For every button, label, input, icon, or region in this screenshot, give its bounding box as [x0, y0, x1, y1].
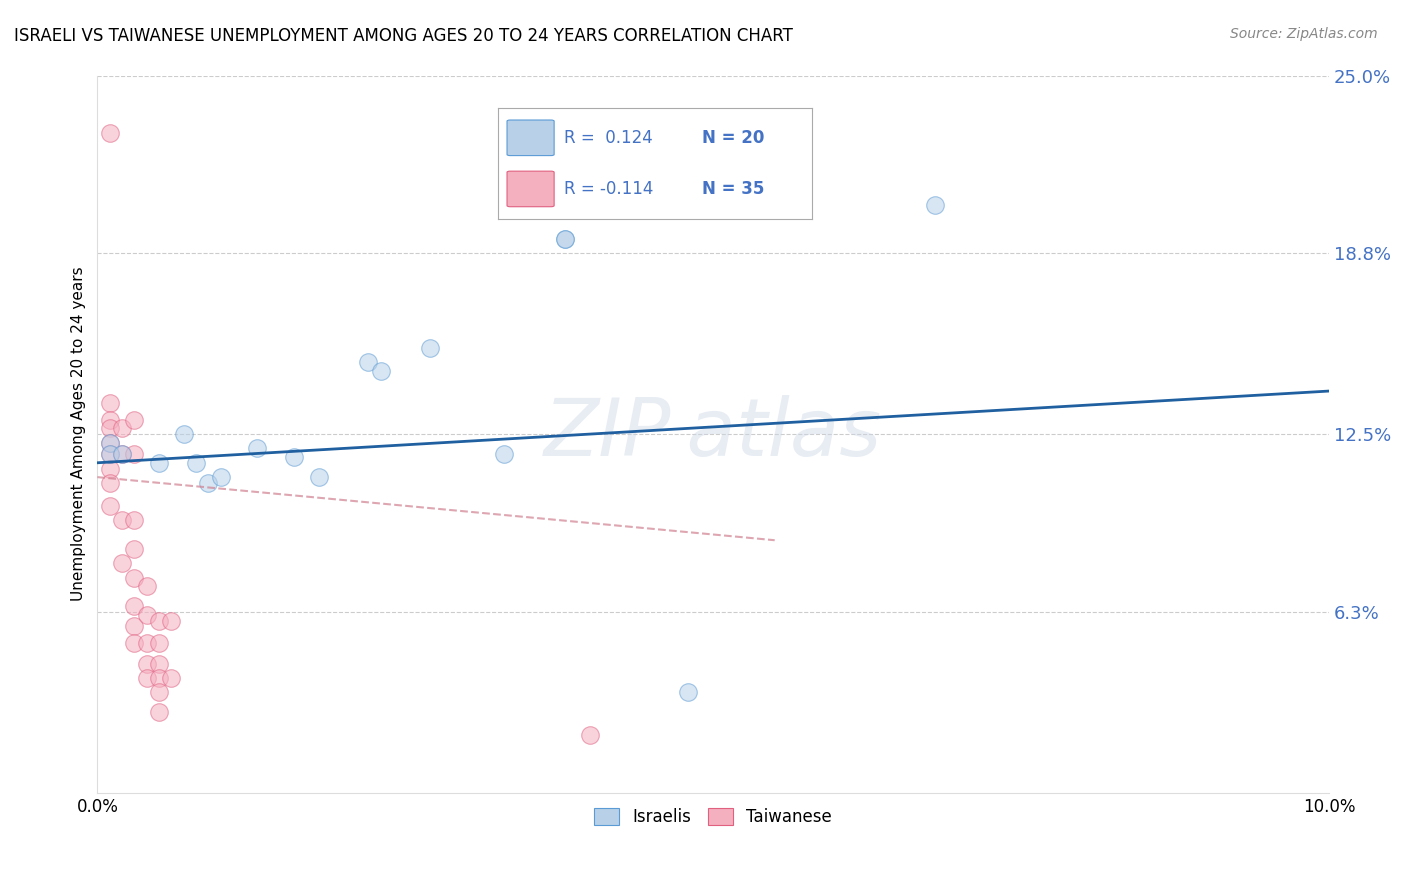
Point — [124, 447, 146, 461]
Point — [148, 706, 170, 720]
Point — [246, 442, 269, 456]
Point — [148, 636, 170, 650]
Point — [98, 461, 121, 475]
Point — [678, 685, 700, 699]
Point — [419, 341, 441, 355]
Point — [148, 657, 170, 671]
Point — [160, 671, 183, 685]
Point — [148, 614, 170, 628]
Point — [98, 475, 121, 490]
Point — [124, 541, 146, 556]
Point — [124, 570, 146, 584]
Point — [98, 435, 121, 450]
Point — [789, 183, 811, 197]
Point — [148, 685, 170, 699]
Point — [135, 657, 157, 671]
Point — [98, 421, 121, 435]
Point — [160, 614, 183, 628]
Point — [98, 435, 121, 450]
Point — [209, 470, 232, 484]
Point — [98, 126, 121, 140]
Point — [197, 475, 219, 490]
Text: ISRAELI VS TAIWANESE UNEMPLOYMENT AMONG AGES 20 TO 24 YEARS CORRELATION CHART: ISRAELI VS TAIWANESE UNEMPLOYMENT AMONG … — [14, 27, 793, 45]
Point — [135, 671, 157, 685]
Point — [554, 232, 576, 246]
Point — [184, 456, 207, 470]
Point — [111, 513, 134, 527]
Point — [924, 197, 946, 211]
Point — [111, 447, 134, 461]
Point — [554, 232, 576, 246]
Point — [124, 513, 146, 527]
Point — [124, 636, 146, 650]
Point — [579, 728, 602, 742]
Point — [370, 364, 392, 378]
Point — [357, 355, 380, 369]
Point — [98, 413, 121, 427]
Point — [135, 636, 157, 650]
Point — [173, 427, 195, 442]
Point — [148, 456, 170, 470]
Point — [283, 450, 305, 464]
Y-axis label: Unemployment Among Ages 20 to 24 years: Unemployment Among Ages 20 to 24 years — [72, 267, 86, 601]
Point — [135, 579, 157, 593]
Point — [148, 671, 170, 685]
Point — [124, 619, 146, 633]
Point — [111, 556, 134, 570]
Point — [111, 447, 134, 461]
Point — [98, 499, 121, 513]
Point — [135, 607, 157, 622]
Point — [308, 470, 330, 484]
Point — [124, 413, 146, 427]
Point — [98, 447, 121, 461]
Legend: Israelis, Taiwanese: Israelis, Taiwanese — [586, 800, 841, 835]
Point — [124, 599, 146, 614]
Text: Source: ZipAtlas.com: Source: ZipAtlas.com — [1230, 27, 1378, 41]
Point — [111, 421, 134, 435]
Text: ZIP atlas: ZIP atlas — [544, 395, 882, 473]
Point — [98, 447, 121, 461]
Point — [98, 395, 121, 409]
Point — [492, 447, 515, 461]
